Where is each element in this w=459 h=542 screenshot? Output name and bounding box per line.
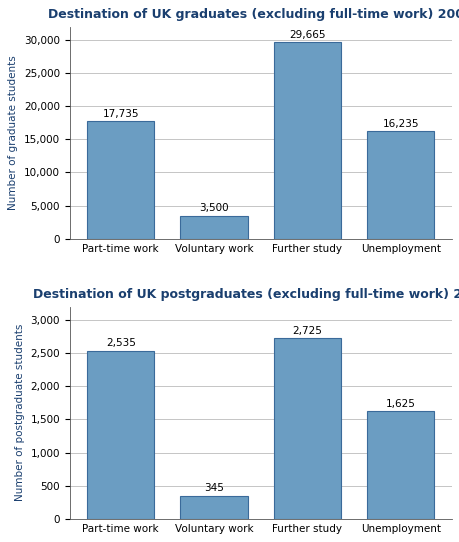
Text: 17,735: 17,735 [102, 109, 139, 119]
Text: 1,625: 1,625 [385, 398, 415, 409]
Title: Destination of UK postgraduates (excluding full-time work) 2008: Destination of UK postgraduates (excludi… [33, 288, 459, 301]
Bar [180, 496, 247, 519]
Y-axis label: Number of graduate students: Number of graduate students [8, 55, 18, 210]
Bar [87, 351, 154, 519]
Bar [273, 338, 340, 519]
Text: 16,235: 16,235 [381, 119, 418, 128]
Bar [366, 131, 433, 239]
Text: 29,665: 29,665 [289, 30, 325, 40]
Text: 345: 345 [204, 483, 224, 493]
Text: 2,535: 2,535 [106, 338, 135, 348]
Y-axis label: Number of postgraduate students: Number of postgraduate students [15, 324, 25, 501]
Bar [180, 216, 247, 239]
Bar [366, 411, 433, 519]
Bar [87, 121, 154, 239]
Bar [273, 42, 340, 239]
Text: 3,500: 3,500 [199, 203, 228, 213]
Title: Destination of UK graduates (excluding full-time work) 2008: Destination of UK graduates (excluding f… [48, 8, 459, 21]
Text: 2,725: 2,725 [292, 326, 322, 335]
